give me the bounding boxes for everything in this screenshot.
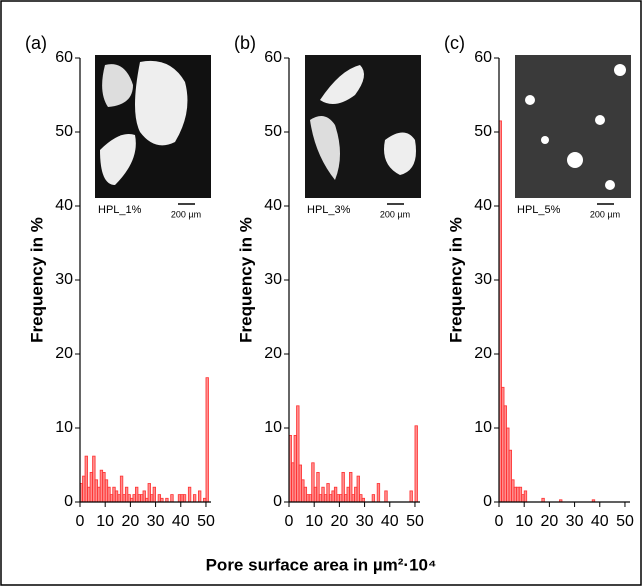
y-tick-label: 30 <box>474 271 492 288</box>
bar <box>384 490 388 503</box>
y-tick-label: 60 <box>55 49 73 66</box>
y-tick-label: 60 <box>264 49 282 66</box>
y-tick-label: 50 <box>264 123 282 140</box>
x-tick-label: 0 <box>76 513 85 530</box>
x-tick-label: 10 <box>305 513 323 530</box>
y-axis-label: Frequency in % <box>446 217 465 343</box>
y-tick-label: 20 <box>55 345 73 362</box>
y-axis-label: Frequency in % <box>27 217 46 343</box>
x-tick-label: 0 <box>285 513 294 530</box>
scale-label: 200 µm <box>380 209 410 219</box>
inset-a <box>95 55 211 198</box>
bar <box>170 494 174 503</box>
bar <box>523 490 528 503</box>
bar <box>182 494 187 503</box>
inset-label: HPL_1% <box>98 204 142 216</box>
bar <box>205 377 209 503</box>
y-tick-label: 40 <box>474 197 492 214</box>
y-tick-label: 40 <box>55 197 73 214</box>
x-tick-label: 0 <box>495 513 504 530</box>
y-tick-label: 10 <box>55 419 73 436</box>
y-tick-label: 10 <box>264 419 282 436</box>
x-tick-label: 30 <box>356 513 374 530</box>
y-tick-label: 50 <box>55 123 73 140</box>
bar <box>414 425 418 503</box>
x-tick-label: 40 <box>172 513 190 530</box>
y-tick-label: 10 <box>474 419 492 436</box>
x-tick-label: 30 <box>566 513 584 530</box>
bar <box>187 486 192 503</box>
x-tick-label: 20 <box>121 513 139 530</box>
x-tick-label: 30 <box>147 513 165 530</box>
bar <box>409 490 413 503</box>
inset-label: HPL_3% <box>307 204 351 216</box>
x-tick-label: 50 <box>406 513 424 530</box>
x-tick-label: 50 <box>616 513 634 530</box>
y-tick-label: 50 <box>474 123 492 140</box>
x-axis-label: Pore surface area in µm²·10⁴ <box>206 555 437 574</box>
scale-label: 200 µm <box>590 209 620 219</box>
bar <box>371 494 376 503</box>
bar <box>192 494 197 503</box>
bar <box>376 483 381 503</box>
inset-label: HPL_5% <box>517 204 561 216</box>
x-tick-label: 50 <box>197 513 215 530</box>
inset-c <box>515 55 631 198</box>
x-tick-label: 10 <box>515 513 533 530</box>
bar <box>198 490 202 503</box>
x-tick-label: 40 <box>381 513 399 530</box>
y-tick-label: 40 <box>264 197 282 214</box>
scale-label: 200 µm <box>171 209 201 219</box>
y-tick-label: 30 <box>55 271 73 288</box>
y-tick-label: 60 <box>474 49 492 66</box>
x-tick-label: 40 <box>591 513 609 530</box>
panel-label: (b) <box>234 33 256 53</box>
y-tick-label: 20 <box>264 345 282 362</box>
x-tick-label: 20 <box>540 513 558 530</box>
panel-label: (a) <box>25 33 47 53</box>
y-tick-label: 0 <box>64 493 73 510</box>
bar <box>152 486 156 503</box>
y-tick-label: 0 <box>273 493 282 510</box>
y-tick-label: 0 <box>483 493 492 510</box>
panel-label: (c) <box>444 33 465 53</box>
inset-b <box>305 55 421 198</box>
x-tick-label: 20 <box>330 513 348 530</box>
x-tick-label: 10 <box>96 513 114 530</box>
y-axis-label: Frequency in % <box>236 217 255 343</box>
y-tick-label: 30 <box>264 271 282 288</box>
y-tick-label: 20 <box>474 345 492 362</box>
